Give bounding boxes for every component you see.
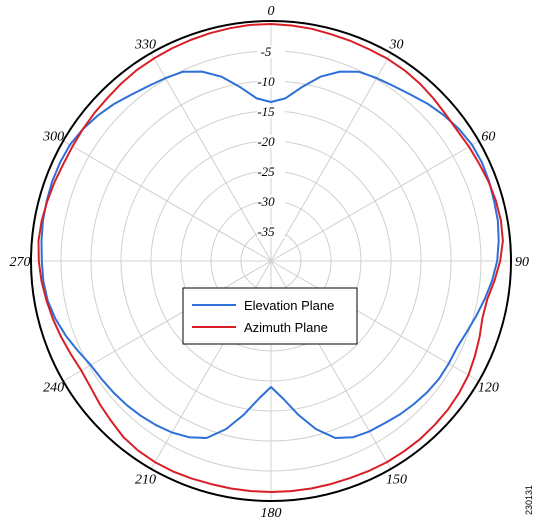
figure-id: 230131 <box>524 485 534 515</box>
angle-tick-label: 180 <box>261 506 282 521</box>
ring-label-bg <box>257 105 285 118</box>
ring-tick-label: -25 <box>257 164 275 179</box>
angle-tick-label: 150 <box>386 472 407 487</box>
legend-label-elevation: Elevation Plane <box>244 298 334 313</box>
ring-tick-label: -5 <box>261 44 272 59</box>
series-layer <box>37 23 504 493</box>
outer-ring <box>30 20 512 502</box>
angle-tick-label: 330 <box>134 38 156 53</box>
ring-tick-label: -20 <box>257 134 275 149</box>
ring-label-bg <box>257 165 285 178</box>
series-line-elevation <box>40 70 500 439</box>
angle-tick-label: 210 <box>135 472 156 487</box>
polar-grid <box>31 21 511 501</box>
legend: Elevation Plane Azimuth Plane <box>182 287 358 345</box>
ring-tick-label: -35 <box>257 224 275 239</box>
ring-label-bg <box>257 135 285 148</box>
ring-label-bg <box>257 225 285 238</box>
angle-tick-label: 270 <box>10 255 31 270</box>
series-line-azimuth <box>37 23 504 493</box>
legend-box <box>182 287 358 345</box>
angle-tick-label: 90 <box>515 255 529 270</box>
legend-label-azimuth: Azimuth Plane <box>244 320 328 335</box>
ring-label-bg <box>257 45 285 58</box>
ring-label-bg <box>257 195 285 208</box>
ring-tick-label: -15 <box>257 104 275 119</box>
ring-tick-label: -30 <box>257 194 275 209</box>
angle-tick-label: 60 <box>481 130 495 145</box>
angle-tick-label: 120 <box>478 381 499 396</box>
angle-tick-label: 30 <box>389 38 404 53</box>
angle-tick-label: 0 <box>268 4 275 19</box>
axis-labels: 0 30 60 90 120 150 180 210 240 270 300 330 -5 -10 -15 -… <box>10 4 530 521</box>
outer-frame <box>30 20 512 502</box>
angle-tick-label: 300 <box>42 130 64 145</box>
ring-label-bg <box>257 75 285 88</box>
ring-tick-label: -10 <box>257 74 275 89</box>
angle-tick-label: 240 <box>43 381 64 396</box>
